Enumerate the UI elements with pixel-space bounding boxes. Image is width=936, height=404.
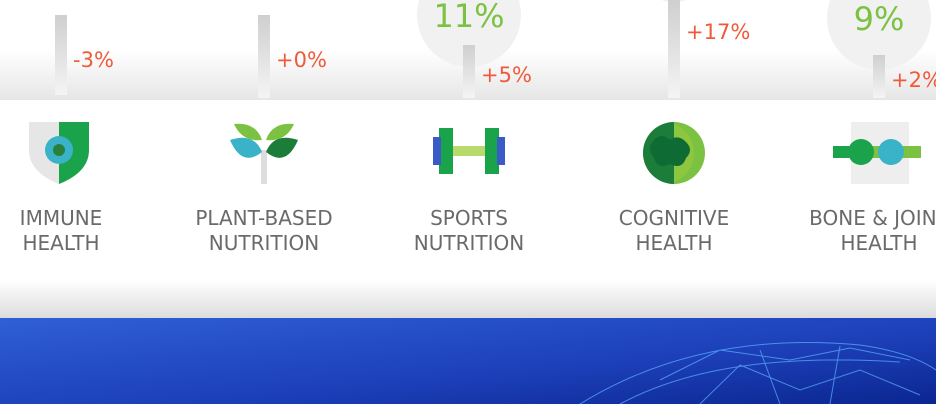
change-value: +17% [686, 20, 750, 44]
icon-shape [234, 124, 262, 140]
categories: -3%IMMUNEHEALTH+0%PLANT-BASEDNUTRITION11… [19, 0, 936, 255]
category-label: NUTRITION [414, 231, 524, 255]
category-label: PLANT-BASED [195, 206, 332, 230]
stem [873, 55, 885, 98]
icon-shape [833, 146, 849, 158]
icon-shape [439, 128, 453, 174]
icon-shape [497, 137, 505, 165]
stem [463, 45, 475, 98]
icon-shape [848, 139, 874, 165]
category-icon [833, 122, 921, 184]
icon-shape [266, 138, 298, 158]
change-value: +2% [891, 68, 936, 92]
category-label: IMMUNE [20, 206, 103, 230]
page: -3%IMMUNEHEALTH+0%PLANT-BASEDNUTRITION11… [0, 0, 936, 404]
stem [55, 15, 67, 95]
divider [0, 280, 936, 318]
category-label: HEALTH [635, 231, 712, 255]
icon-shape [53, 144, 65, 156]
icon-shape [266, 124, 294, 140]
change-value: +0% [276, 48, 327, 72]
category-label: COGNITIVE [619, 206, 730, 230]
category-icon [433, 128, 505, 174]
category-label: SPORTS [430, 206, 508, 230]
change-value: +5% [481, 63, 532, 87]
icon-shape [433, 137, 441, 165]
change-value: -3% [73, 48, 114, 72]
icon-shape [230, 138, 262, 158]
stem [258, 15, 270, 98]
share-value: 9% [854, 0, 905, 38]
category-icon [29, 122, 89, 184]
infographic: -3%IMMUNEHEALTH+0%PLANT-BASEDNUTRITION11… [0, 0, 936, 404]
share-value: 11% [433, 0, 504, 35]
category-label: HEALTH [22, 231, 99, 255]
icon-shape [261, 150, 267, 184]
category-label: HEALTH [840, 231, 917, 255]
icon-shape [650, 136, 690, 166]
category-icon [230, 124, 298, 184]
category-icon [643, 122, 705, 184]
category-label: BONE & JOINT [809, 206, 936, 230]
category-label: NUTRITION [209, 231, 319, 255]
icon-shape [485, 128, 499, 174]
stem [668, 0, 680, 98]
icon-shape [878, 139, 904, 165]
icon-shape [905, 146, 921, 158]
